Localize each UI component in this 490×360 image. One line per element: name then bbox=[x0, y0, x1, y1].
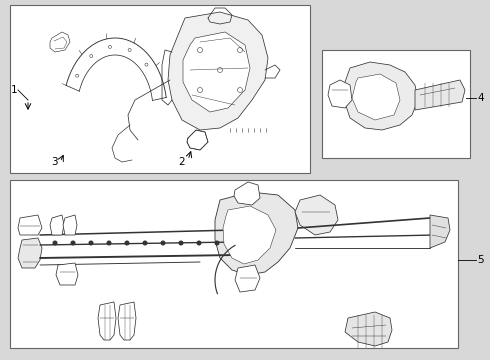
Polygon shape bbox=[183, 32, 250, 112]
Text: 5: 5 bbox=[478, 255, 484, 265]
Polygon shape bbox=[18, 238, 42, 268]
Polygon shape bbox=[63, 215, 77, 235]
Text: 3: 3 bbox=[50, 157, 57, 167]
Circle shape bbox=[89, 241, 93, 245]
Text: 4: 4 bbox=[478, 93, 484, 103]
Text: 1: 1 bbox=[11, 85, 17, 95]
Polygon shape bbox=[352, 74, 400, 120]
Bar bbox=[322, 50, 470, 158]
Polygon shape bbox=[187, 130, 208, 150]
Circle shape bbox=[179, 241, 183, 245]
Text: 2: 2 bbox=[179, 157, 185, 167]
Circle shape bbox=[107, 241, 111, 245]
Bar bbox=[10, 180, 458, 348]
Polygon shape bbox=[234, 182, 260, 205]
Circle shape bbox=[197, 241, 201, 245]
Polygon shape bbox=[223, 206, 276, 264]
Polygon shape bbox=[328, 80, 352, 108]
Circle shape bbox=[215, 241, 219, 245]
Circle shape bbox=[143, 241, 147, 245]
Polygon shape bbox=[415, 80, 465, 110]
Polygon shape bbox=[118, 302, 136, 340]
Circle shape bbox=[161, 241, 165, 245]
Polygon shape bbox=[235, 265, 260, 292]
Polygon shape bbox=[168, 12, 268, 130]
Polygon shape bbox=[295, 195, 338, 235]
Polygon shape bbox=[345, 312, 392, 346]
Polygon shape bbox=[18, 215, 42, 235]
Polygon shape bbox=[344, 62, 418, 130]
Polygon shape bbox=[50, 215, 64, 235]
Circle shape bbox=[125, 241, 129, 245]
Polygon shape bbox=[98, 302, 116, 340]
Circle shape bbox=[53, 241, 57, 245]
Bar bbox=[10, 5, 310, 173]
Polygon shape bbox=[50, 32, 70, 52]
Polygon shape bbox=[56, 263, 78, 285]
Polygon shape bbox=[430, 215, 450, 248]
Circle shape bbox=[71, 241, 75, 245]
Polygon shape bbox=[215, 192, 298, 275]
